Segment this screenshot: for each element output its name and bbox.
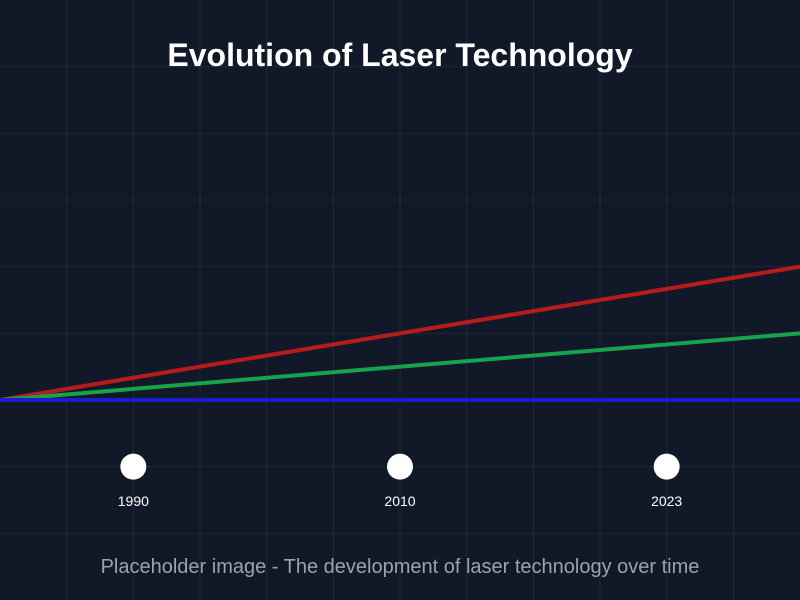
milestone-marker [653, 453, 680, 480]
chart-caption: Placeholder image - The development of l… [101, 556, 700, 578]
series-line-2 [0, 331, 800, 402]
series-layer [0, 264, 800, 402]
series-line-1 [0, 264, 800, 402]
milestone-label: 2010 [384, 493, 415, 509]
milestone-label: 1990 [118, 493, 149, 509]
milestone-layer: 1990 2010 2023 [118, 453, 682, 509]
milestone-marker [120, 453, 147, 480]
chart-title: Evolution of Laser Technology [167, 37, 632, 73]
milestone-marker [387, 453, 413, 480]
milestone-label: 2023 [651, 493, 682, 509]
